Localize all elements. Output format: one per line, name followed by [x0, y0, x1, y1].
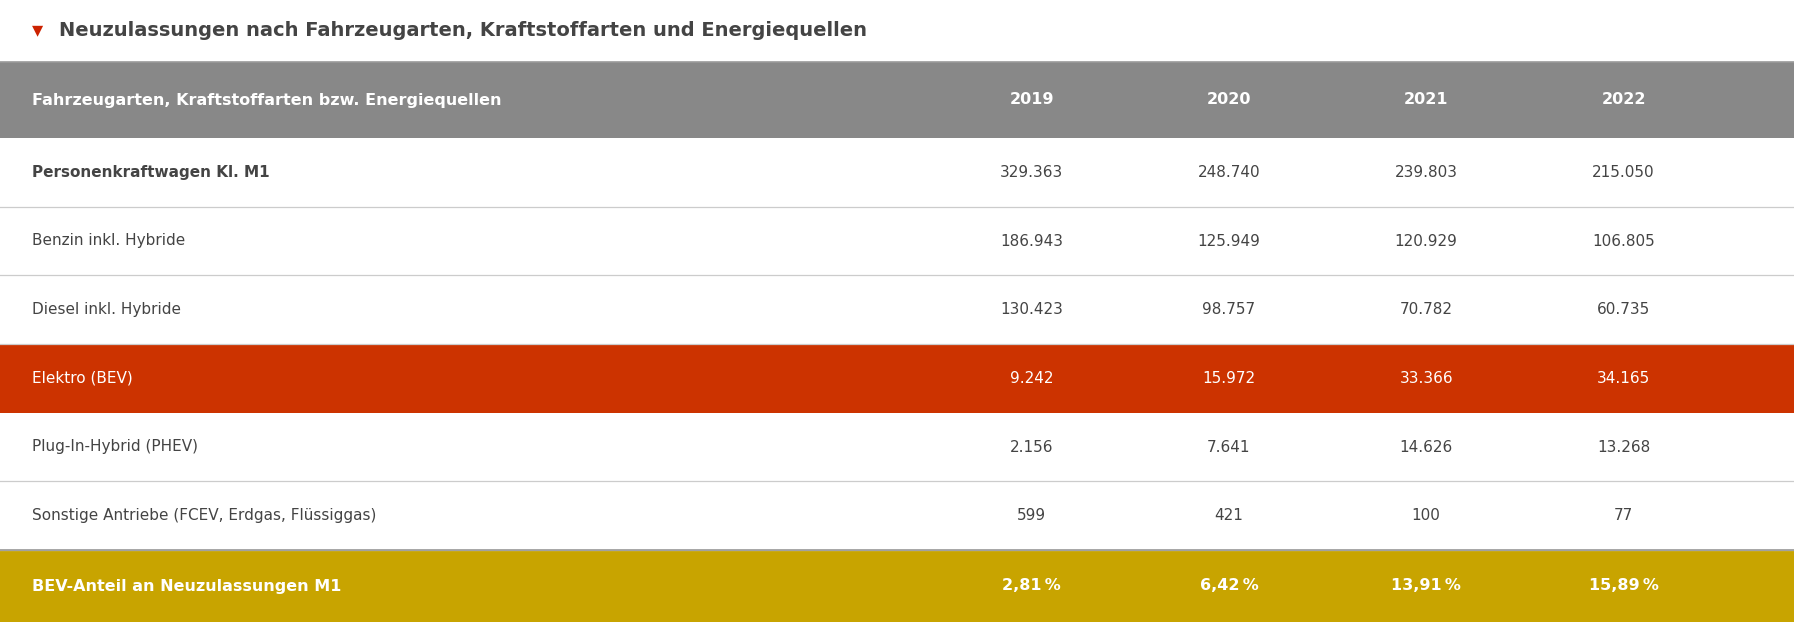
Bar [0, 207, 1794, 276]
Text: Diesel inkl. Hybride: Diesel inkl. Hybride [32, 302, 181, 317]
Text: 7.641: 7.641 [1207, 440, 1250, 455]
Text: 421: 421 [1215, 508, 1243, 523]
Bar [0, 276, 1794, 344]
Text: 14.626: 14.626 [1399, 440, 1453, 455]
Text: 15,89 %: 15,89 % [1589, 578, 1658, 593]
Text: Benzin inkl. Hybride: Benzin inkl. Hybride [32, 233, 185, 249]
Text: 98.757: 98.757 [1202, 302, 1256, 317]
Text: 599: 599 [1017, 508, 1046, 523]
Text: 130.423: 130.423 [999, 302, 1064, 317]
Text: 329.363: 329.363 [999, 165, 1064, 180]
Text: 13.268: 13.268 [1597, 440, 1650, 455]
Text: 125.949: 125.949 [1197, 233, 1261, 249]
Text: Personenkraftwagen Kl. M1: Personenkraftwagen Kl. M1 [32, 165, 269, 180]
Text: 13,91 %: 13,91 % [1392, 578, 1460, 593]
Text: 6,42 %: 6,42 % [1200, 578, 1258, 593]
Text: 186.943: 186.943 [999, 233, 1064, 249]
Text: 100: 100 [1412, 508, 1441, 523]
Text: 248.740: 248.740 [1198, 165, 1259, 180]
Text: Fahrzeugarten, Kraftstoffarten bzw. Energiequellen: Fahrzeugarten, Kraftstoffarten bzw. Ener… [32, 93, 502, 108]
Bar [0, 138, 1794, 207]
Text: 2021: 2021 [1405, 93, 1448, 108]
Text: Sonstige Antriebe (FCEV, Erdgas, Flüssiggas): Sonstige Antriebe (FCEV, Erdgas, Flüssig… [32, 508, 377, 523]
Text: Elektro (BEV): Elektro (BEV) [32, 371, 133, 386]
Text: 77: 77 [1615, 508, 1633, 523]
Text: 215.050: 215.050 [1593, 165, 1654, 180]
Text: 239.803: 239.803 [1394, 165, 1459, 180]
Text: 2019: 2019 [1010, 93, 1053, 108]
Text: 9.242: 9.242 [1010, 371, 1053, 386]
Text: 15.972: 15.972 [1202, 371, 1256, 386]
Text: ▾: ▾ [32, 20, 43, 40]
Text: BEV-Anteil an Neuzulassungen M1: BEV-Anteil an Neuzulassungen M1 [32, 578, 341, 593]
Text: 34.165: 34.165 [1597, 371, 1650, 386]
Text: Neuzulassungen nach Fahrzeugarten, Kraftstoffarten und Energiequellen: Neuzulassungen nach Fahrzeugarten, Kraft… [59, 21, 867, 40]
Text: Plug-In-Hybrid (PHEV): Plug-In-Hybrid (PHEV) [32, 440, 199, 455]
Text: 2.156: 2.156 [1010, 440, 1053, 455]
Bar [0, 550, 1794, 622]
Text: 2,81 %: 2,81 % [1003, 578, 1060, 593]
Bar [0, 481, 1794, 550]
Text: 70.782: 70.782 [1399, 302, 1453, 317]
Bar [0, 344, 1794, 412]
Text: 2020: 2020 [1207, 93, 1250, 108]
Text: 106.805: 106.805 [1593, 233, 1654, 249]
Text: 33.366: 33.366 [1399, 371, 1453, 386]
Bar [0, 412, 1794, 481]
Bar [0, 62, 1794, 138]
Text: 120.929: 120.929 [1394, 233, 1459, 249]
Text: 2022: 2022 [1602, 93, 1645, 108]
Text: 60.735: 60.735 [1597, 302, 1650, 317]
